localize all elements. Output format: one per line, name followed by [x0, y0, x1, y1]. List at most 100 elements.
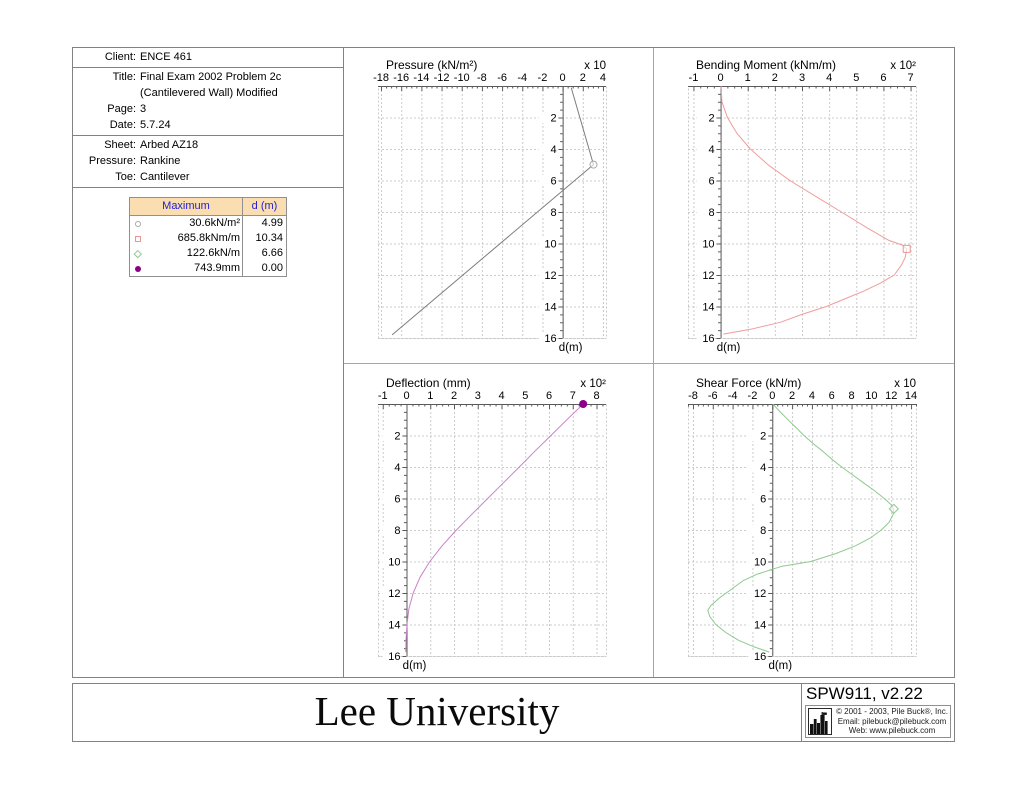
- chart-svg: Deflection (mm) x 10²-1 0 1 2 3 4 5 6 7 8246810121…: [378, 376, 607, 672]
- axes: [688, 404, 917, 657]
- table-row: 685.8kNm/m 10.34: [130, 231, 286, 246]
- client-value: ENCE 461: [140, 51, 192, 63]
- client-label: Client:: [104, 51, 136, 63]
- svg-text:6: 6: [550, 176, 556, 188]
- svg-text:8: 8: [708, 207, 714, 219]
- client-row: Client: ENCE 461: [73, 49, 343, 65]
- svg-text:x 10: x 10: [584, 60, 606, 72]
- svg-text:d(m): d(m): [717, 342, 741, 354]
- svg-text:-12: -12: [434, 72, 450, 84]
- svg-text:3: 3: [475, 390, 481, 402]
- svg-text:Shear Force (kN/m): Shear Force (kN/m): [696, 376, 801, 390]
- client-block: Client: ENCE 461: [73, 48, 343, 68]
- svg-text:10: 10: [702, 239, 714, 251]
- svg-text:10: 10: [754, 557, 766, 569]
- svg-text:5: 5: [522, 390, 528, 402]
- grid: [378, 404, 607, 657]
- svg-text:16: 16: [702, 333, 714, 345]
- svg-text:-4: -4: [728, 390, 738, 402]
- circle-open-max-marker: [589, 160, 598, 169]
- svg-text:3: 3: [799, 72, 805, 84]
- diamond-open-max-marker: [888, 503, 900, 515]
- wall-block: Sheet: Arbed AZ18 Pressure: Rankine Toe:…: [73, 136, 343, 188]
- svg-text:2: 2: [451, 390, 457, 402]
- max-deflection-value: 743.9mm: [194, 262, 240, 274]
- svg-text:0: 0: [403, 390, 409, 402]
- svg-text:14: 14: [544, 302, 556, 314]
- maximum-header-cell: Maximum: [162, 200, 210, 212]
- table-row: 122.6kN/m 6.66: [130, 246, 286, 261]
- bending-moment-chart: Bending Moment (kNm/m) x 10² -1 0 1 2 3 4 5 6 7 2 4 6…: [654, 48, 954, 363]
- svg-text:4: 4: [394, 462, 400, 474]
- svg-text:-6: -6: [708, 390, 718, 402]
- svg-text:14: 14: [702, 302, 714, 314]
- chart-vertical-divider: [653, 48, 654, 677]
- svg-text:2: 2: [708, 113, 714, 125]
- chart-svg: Pressure (kN/m²) x 10-18 -16 -14 -12 -10 -8 -6-…: [373, 58, 607, 354]
- svg-text:-2: -2: [538, 72, 548, 84]
- max-moment-depth: 10.34: [242, 231, 286, 246]
- axes: [688, 86, 916, 339]
- svg-text:0: 0: [769, 390, 775, 402]
- svg-text:6: 6: [708, 176, 714, 188]
- square-open-max-marker: [902, 244, 911, 253]
- svg-text:4: 4: [708, 144, 714, 156]
- svg-text:16: 16: [388, 651, 400, 663]
- title-value: Final Exam 2002 Problem 2c (Cantilevered…: [136, 69, 281, 101]
- svg-text:16: 16: [754, 651, 766, 663]
- date-row: Date: 5.7.24: [73, 117, 343, 133]
- title-label: Title:: [112, 71, 136, 83]
- grid: [688, 86, 917, 339]
- svg-text:4: 4: [760, 462, 766, 474]
- circle-open-marker-icon: [130, 216, 145, 231]
- max-deflection-depth: 0.00: [242, 261, 286, 276]
- svg-text:-4: -4: [517, 72, 527, 84]
- svg-text:-8: -8: [688, 390, 698, 402]
- svg-text:Bending Moment (kNm/m): Bending Moment (kNm/m): [696, 58, 836, 72]
- svg-text:6: 6: [760, 494, 766, 506]
- max-shear-depth: 6.66: [242, 246, 286, 261]
- date-label: Date:: [109, 119, 136, 131]
- pilebuck-logo-icon: [810, 712, 828, 734]
- svg-text:x 10: x 10: [894, 378, 916, 390]
- pilebuck-logo: [808, 708, 832, 735]
- report-body: Client: ENCE 461 Title: Final Exam 2002 …: [72, 47, 955, 678]
- deflection-chart: Deflection (mm) x 10² -1 0 1 2 3 4 5 6 7 8 2 4 6 8 10 12 1…: [344, 364, 653, 677]
- svg-text:-2: -2: [748, 390, 758, 402]
- svg-text:12: 12: [388, 588, 400, 600]
- svg-text:14: 14: [754, 620, 766, 632]
- pressure-chart: Pressure (kN/m²) x 10 -18 -16 -14 -12 -10 -8 -6-…: [344, 48, 653, 363]
- svg-text:2: 2: [550, 113, 556, 125]
- svg-text:x 10²: x 10²: [580, 378, 606, 390]
- svg-text:12: 12: [754, 588, 766, 600]
- svg-text:-16: -16: [393, 72, 409, 84]
- svg-text:d(m): d(m): [403, 660, 427, 672]
- toe-value: Cantilever: [140, 171, 190, 183]
- max-shear-value: 122.6kN/m: [186, 247, 240, 259]
- grid: [688, 404, 917, 657]
- svg-text:8: 8: [550, 207, 556, 219]
- table-row: 30.6kN/m² 4.99: [130, 216, 286, 231]
- svg-text:4: 4: [826, 72, 832, 84]
- svg-text:6: 6: [829, 390, 835, 402]
- toe-row: Toe: Cantilever: [73, 169, 343, 185]
- table-row: 743.9mm 0.00: [130, 261, 286, 276]
- pressure-row: Pressure: Rankine: [73, 153, 343, 169]
- max-pressure-value: 30.6kN/m²: [189, 217, 240, 229]
- sheet-row: Sheet: Arbed AZ18: [73, 137, 343, 153]
- svg-text:6: 6: [546, 390, 552, 402]
- svg-text:2: 2: [580, 72, 586, 84]
- shear-force-chart: Shear Force (kN/m) x 10 -8 -6 -4 -2 0 2 4 6 8 10 12 1…: [654, 364, 954, 677]
- title-row: Title: Final Exam 2002 Problem 2c (Canti…: [73, 69, 343, 101]
- series-line: [720, 85, 908, 335]
- svg-text:4: 4: [550, 144, 556, 156]
- svg-text:12: 12: [544, 270, 556, 282]
- svg-text:Pressure (kN/m²): Pressure (kN/m²): [386, 58, 477, 72]
- depth-header-cell: d (m): [242, 198, 286, 215]
- svg-text:10: 10: [865, 390, 877, 402]
- svg-text:8: 8: [394, 525, 400, 537]
- pressure-label: Pressure:: [88, 155, 136, 167]
- web-line: Web: www.pilebuck.com: [848, 726, 936, 736]
- circle-filled-marker-icon: [130, 261, 145, 276]
